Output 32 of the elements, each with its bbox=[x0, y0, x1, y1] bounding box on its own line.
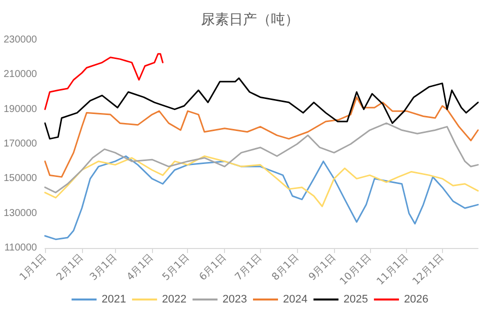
y-tick-label: 210000 bbox=[4, 69, 38, 80]
x-tick-label: 1月1日 bbox=[18, 252, 49, 284]
x-tick-label: 6月1日 bbox=[198, 252, 229, 284]
line-series bbox=[44, 96, 479, 178]
x-tick-label: 8月1日 bbox=[270, 252, 302, 284]
legend-label: 2026 bbox=[404, 294, 428, 306]
x-tick-label: 3月1日 bbox=[88, 252, 120, 284]
legend-label: 2024 bbox=[283, 294, 308, 306]
y-tick-label: 170000 bbox=[4, 138, 38, 150]
line-series bbox=[44, 53, 164, 110]
line-series bbox=[44, 155, 479, 208]
y-tick-label: 110000 bbox=[4, 242, 38, 254]
x-tick-label: 7月1日 bbox=[233, 252, 264, 284]
line-series bbox=[44, 77, 479, 140]
legend-label: 2023 bbox=[222, 294, 248, 306]
y-tick-label: 230000 bbox=[4, 34, 38, 46]
legend-label: 2021 bbox=[102, 294, 126, 306]
x-tick-label: 11月1日 bbox=[375, 252, 411, 288]
x-tick-label: 5月1日 bbox=[160, 252, 192, 284]
line-series bbox=[44, 155, 479, 240]
y-tick-label: 150000 bbox=[4, 173, 38, 184]
legend-label: 2022 bbox=[162, 294, 187, 306]
x-tick-label: 2月1日 bbox=[54, 252, 86, 284]
chart-title: 尿素日产（吨） bbox=[201, 12, 299, 28]
y-tick-label: 130000 bbox=[4, 208, 38, 219]
x-tick-label: 9月1日 bbox=[307, 252, 338, 284]
y-tick-label: 190000 bbox=[4, 104, 38, 115]
x-tick-label: 12月1日 bbox=[410, 252, 446, 288]
x-tick-label: 10月1日 bbox=[338, 252, 374, 288]
legend-label: 2025 bbox=[343, 294, 368, 306]
x-tick-label: 4月1日 bbox=[125, 252, 156, 284]
line-series bbox=[44, 122, 479, 194]
